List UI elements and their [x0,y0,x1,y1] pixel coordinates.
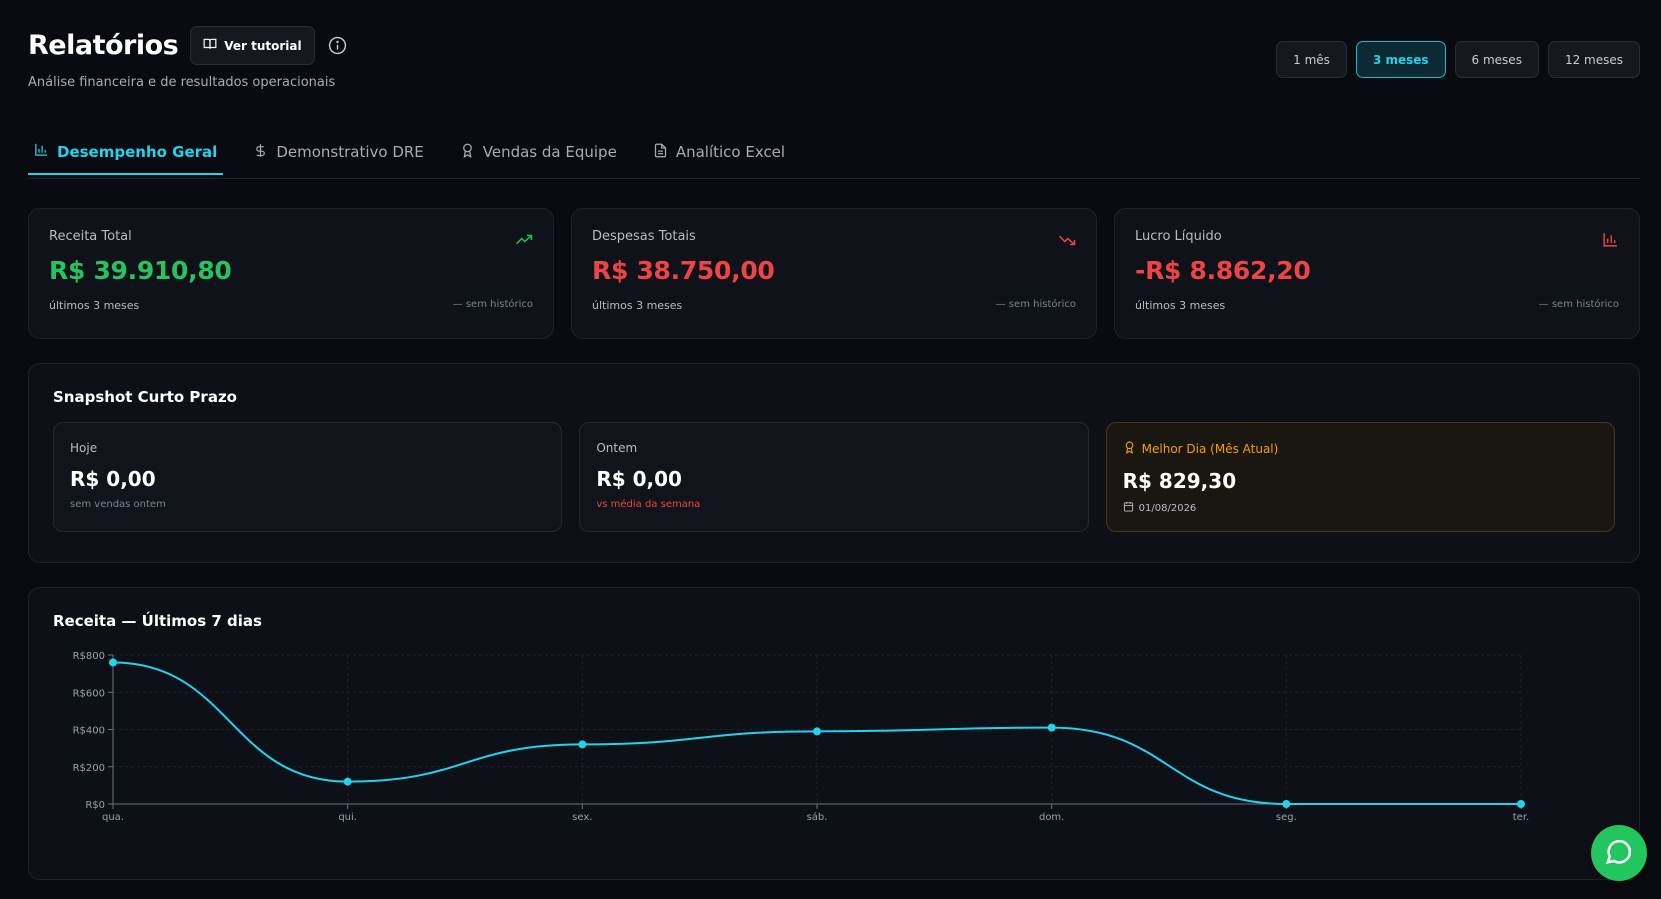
file-spreadsheet-icon [653,143,668,162]
page-title: Relatórios [28,30,179,61]
x-tick-label: dom. [1039,812,1064,823]
x-tick-label: seg. [1276,812,1297,823]
y-tick-label: R$200 [73,763,105,774]
chart-title: Receita — Últimos 7 dias [53,612,262,630]
data-point [343,777,352,786]
dollar-icon [253,143,268,162]
bar-chart-icon [34,142,49,161]
whatsapp-button[interactable] [1591,825,1647,881]
page-header: Relatórios Ver tutorial Análise financei… [28,26,1640,96]
snapshot-label: Hoje [70,441,98,455]
kpi-history: — sem histórico [995,299,1076,310]
calendar-icon [1123,501,1134,515]
tab-vendas-da-equipe[interactable]: Vendas da Equipe [454,130,623,174]
kpi-value: -R$ 8.862,20 [1135,256,1311,285]
snapshot-value: R$ 0,00 [70,467,156,491]
tab-analitico-excel[interactable]: Analítico Excel [647,130,791,174]
kpi-footer: últimos 3 meses — sem histórico [1135,299,1619,312]
snapshot-value: R$ 829,30 [1122,469,1237,493]
x-tick-label: sáb. [807,811,828,823]
page-subtitle: Análise financeira e de resultados opera… [28,75,336,90]
kpi-footer: últimos 3 meses — sem histórico [49,299,533,312]
tutorial-button[interactable]: Ver tutorial [190,26,315,65]
kpi-history: — sem histórico [1538,299,1619,310]
snapshot-yesterday: Ontem R$ 0,00 vs média da semana [579,422,1089,532]
y-tick-label: R$600 [73,688,105,699]
snapshot-cards: Hoje R$ 0,00 sem vendas ontem Ontem R$ 0… [53,422,1615,532]
snapshot-title: Snapshot Curto Prazo [53,388,237,406]
revenue-line-chart: R$0 R$200 R$400 R$600 R$800 qua. qui. sex. sáb. d… [73,651,1530,823]
trending-up-icon [515,231,533,253]
x-tick-label: ter. [1513,812,1529,823]
award-icon [1123,441,1136,457]
report-tabs: Desempenho Geral Demonstrativo DRE Venda… [28,130,1640,179]
award-icon [460,143,475,162]
snapshot-today: Hoje R$ 0,00 sem vendas ontem [53,422,563,532]
data-point [1282,800,1291,808]
data-point [109,658,117,667]
tab-desempenho-geral[interactable]: Desempenho Geral [28,130,224,175]
snapshot-label: Melhor Dia (Mês Atual) [1141,442,1279,456]
period-1-month-button[interactable]: 1 mês [1276,41,1347,78]
x-tick-label: sex. [572,812,592,823]
kpi-value: R$ 39.910,80 [49,256,232,285]
period-3-months-button[interactable]: 3 meses [1355,41,1446,78]
y-tick-label: R$400 [73,726,105,737]
snapshot-note: sem vendas ontem [70,499,166,510]
kpi-lucro-liquido: Lucro Líquido -R$ 8.862,20 últimos 3 mes… [1114,208,1640,339]
whatsapp-icon [1604,836,1634,870]
kpi-period: últimos 3 meses [592,299,683,312]
tab-demonstrativo-dre[interactable]: Demonstrativo DRE [247,130,429,174]
data-point [1047,723,1056,732]
tutorial-button-label: Ver tutorial [224,38,302,53]
tab-label: Desempenho Geral [57,142,218,161]
trending-down-icon [1058,231,1076,253]
data-point [1517,800,1525,808]
kpi-despesas-totais: Despesas Totais R$ 38.750,00 últimos 3 m… [571,208,1097,339]
tab-label: Demonstrativo DRE [276,143,424,161]
kpi-value: R$ 38.750,00 [592,256,775,285]
kpi-period: últimos 3 meses [49,299,140,312]
snapshot-label: Ontem [596,441,638,455]
data-point [578,740,587,749]
y-tick-label: R$0 [85,800,105,811]
tab-label: Analítico Excel [675,143,786,161]
snapshot-note: vs média da semana [596,499,701,510]
period-12-months-button[interactable]: 12 meses [1547,41,1640,78]
bar-chart-icon [1602,231,1619,252]
snapshot-section: Snapshot Curto Prazo Hoje R$ 0,00 sem ve… [28,363,1640,563]
snapshot-best-day: Melhor Dia (Mês Atual) R$ 829,30 01/08/2… [1105,422,1615,532]
snapshot-date-row: 01/08/2026 [1123,501,1598,515]
snapshot-label-row: Melhor Dia (Mês Atual) [1123,441,1598,457]
period-6-months-button[interactable]: 6 meses [1454,41,1539,78]
revenue-chart-card: Receita — Últimos 7 dias R$0 R$200 R$400 R$… [28,587,1640,880]
data-point [813,727,821,736]
info-icon[interactable] [327,35,349,57]
kpi-label: Despesas Totais [592,229,696,244]
snapshot-date: 01/08/2026 [1138,502,1197,514]
title-row: Relatórios Ver tutorial [28,26,1640,65]
kpi-label: Receita Total [49,229,132,244]
x-tick-label: qua. [102,812,124,823]
book-icon [203,37,217,54]
tab-label: Vendas da Equipe [482,143,617,161]
kpi-period: últimos 3 meses [1135,299,1226,312]
x-tick-label: qui. [338,812,357,823]
snapshot-value: R$ 0,00 [596,467,682,491]
kpi-cards: Receita Total R$ 39.910,80 últimos 3 mes… [28,208,1640,339]
kpi-footer: últimos 3 meses — sem histórico [592,299,1076,312]
kpi-label: Lucro Líquido [1135,229,1222,244]
kpi-receita-total: Receita Total R$ 39.910,80 últimos 3 mes… [28,208,554,339]
y-tick-label: R$800 [73,651,105,662]
kpi-history: — sem histórico [452,299,533,310]
period-selector: 1 mês 3 meses 6 meses 12 meses [1276,41,1640,78]
